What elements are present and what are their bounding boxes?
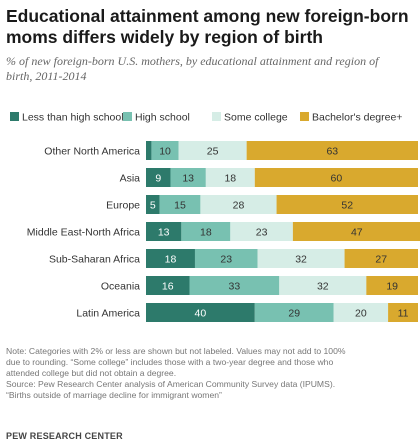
note-line: due to rounding. “Some college” includes…	[6, 357, 334, 367]
legend-swatch	[300, 112, 309, 121]
stacked-bar-chart: Less than high school High school Some col…	[10, 112, 420, 322]
legend-label: Bachelor's degree+	[312, 112, 402, 124]
data-label: 47	[351, 227, 363, 239]
data-label: 13	[182, 173, 194, 185]
bar-segment	[344, 249, 418, 268]
legend-swatch	[212, 112, 221, 121]
bar-segment	[388, 303, 418, 322]
pew-research-center-logo: PEW RESEARCH CENTER	[6, 431, 123, 441]
legend-label: Less than high school	[22, 112, 124, 124]
legend-label: High school	[135, 112, 190, 124]
chart-title: Educational attainment among new foreign…	[6, 6, 414, 48]
data-label: 32	[317, 281, 329, 293]
bar-segment	[205, 168, 255, 187]
data-label: 28	[233, 200, 245, 212]
data-label: 5	[150, 200, 156, 212]
data-label: 23	[256, 227, 268, 239]
chart-title-line-1: Educational attainment among new foreign…	[6, 6, 409, 26]
bar-segment	[279, 276, 367, 295]
data-label: 16	[162, 281, 174, 293]
bar-segment	[178, 141, 247, 160]
category-label: Asia	[120, 173, 141, 185]
chart-subtitle-line-1: % of new foreign-born U.S. mothers, by e…	[6, 54, 379, 68]
data-label: 9	[155, 173, 161, 185]
bar-segment	[189, 276, 280, 295]
bar-segment	[146, 222, 182, 241]
category-label: Latin America	[76, 308, 140, 320]
category-label: Europe	[106, 200, 140, 212]
data-label: 18	[165, 254, 177, 266]
legend-swatch	[10, 112, 19, 121]
category-label: Sub-Saharan Africa	[49, 254, 140, 266]
data-label: 11	[398, 308, 409, 320]
data-label: 25	[207, 146, 219, 158]
note-line: Note: Categories with 2% or less are sho…	[6, 346, 346, 356]
data-label: 23	[220, 254, 232, 266]
category-label: Oceania	[101, 281, 140, 293]
category-label: Other North America	[44, 146, 140, 158]
legend-swatch	[123, 112, 132, 121]
bar-segment	[257, 249, 345, 268]
note-line: attended college but did not obtain a de…	[6, 368, 177, 378]
bar-segment	[146, 141, 152, 160]
chart-note: Note: Categories with 2% or less are sho…	[6, 346, 416, 401]
data-label: 60	[331, 173, 343, 185]
bar-segment	[333, 303, 389, 322]
data-label: 27	[375, 254, 387, 266]
chart-title-line-2: moms differs widely by region of birth	[6, 27, 323, 47]
bar-segment	[292, 222, 420, 241]
data-label: 40	[195, 308, 207, 320]
data-label: 18	[200, 227, 212, 239]
chart-subtitle: % of new foreign-born U.S. mothers, by e…	[6, 54, 416, 84]
data-label: 52	[341, 200, 353, 212]
bar-segment	[366, 276, 418, 295]
data-label: 63	[326, 146, 338, 158]
bar-segment	[151, 141, 179, 160]
bar-segment	[200, 195, 277, 214]
bar-segment	[146, 168, 171, 187]
category-label: Middle East-North Africa	[27, 227, 140, 239]
data-label: 15	[174, 200, 186, 212]
bar-segment	[146, 195, 160, 214]
bar-segment	[254, 168, 418, 187]
bar-segment	[146, 303, 255, 322]
source-line: “Births outside of marriage decline for …	[6, 390, 222, 400]
data-label: 19	[386, 281, 398, 293]
bar-segment	[194, 249, 258, 268]
bar-segment	[146, 249, 195, 268]
bar-segment	[170, 168, 206, 187]
chart-subtitle-line-2: birth, 2011-2014	[6, 69, 87, 83]
bar-segment	[246, 141, 418, 160]
data-label: 20	[355, 308, 367, 320]
bar-segment	[230, 222, 293, 241]
data-label: 29	[288, 308, 300, 320]
legend-label: Some college	[224, 112, 288, 124]
data-label: 32	[295, 254, 307, 266]
data-label: 13	[158, 227, 170, 239]
bar-segment	[254, 303, 334, 322]
source-line: Source: Pew Research Center analysis of …	[6, 379, 336, 389]
bar-segment	[181, 222, 231, 241]
bar-segment	[159, 195, 201, 214]
data-label: 18	[224, 173, 236, 185]
bar-segment	[146, 276, 190, 295]
bar-segment	[276, 195, 418, 214]
data-label: 10	[159, 146, 171, 158]
data-label: 33	[229, 281, 241, 293]
